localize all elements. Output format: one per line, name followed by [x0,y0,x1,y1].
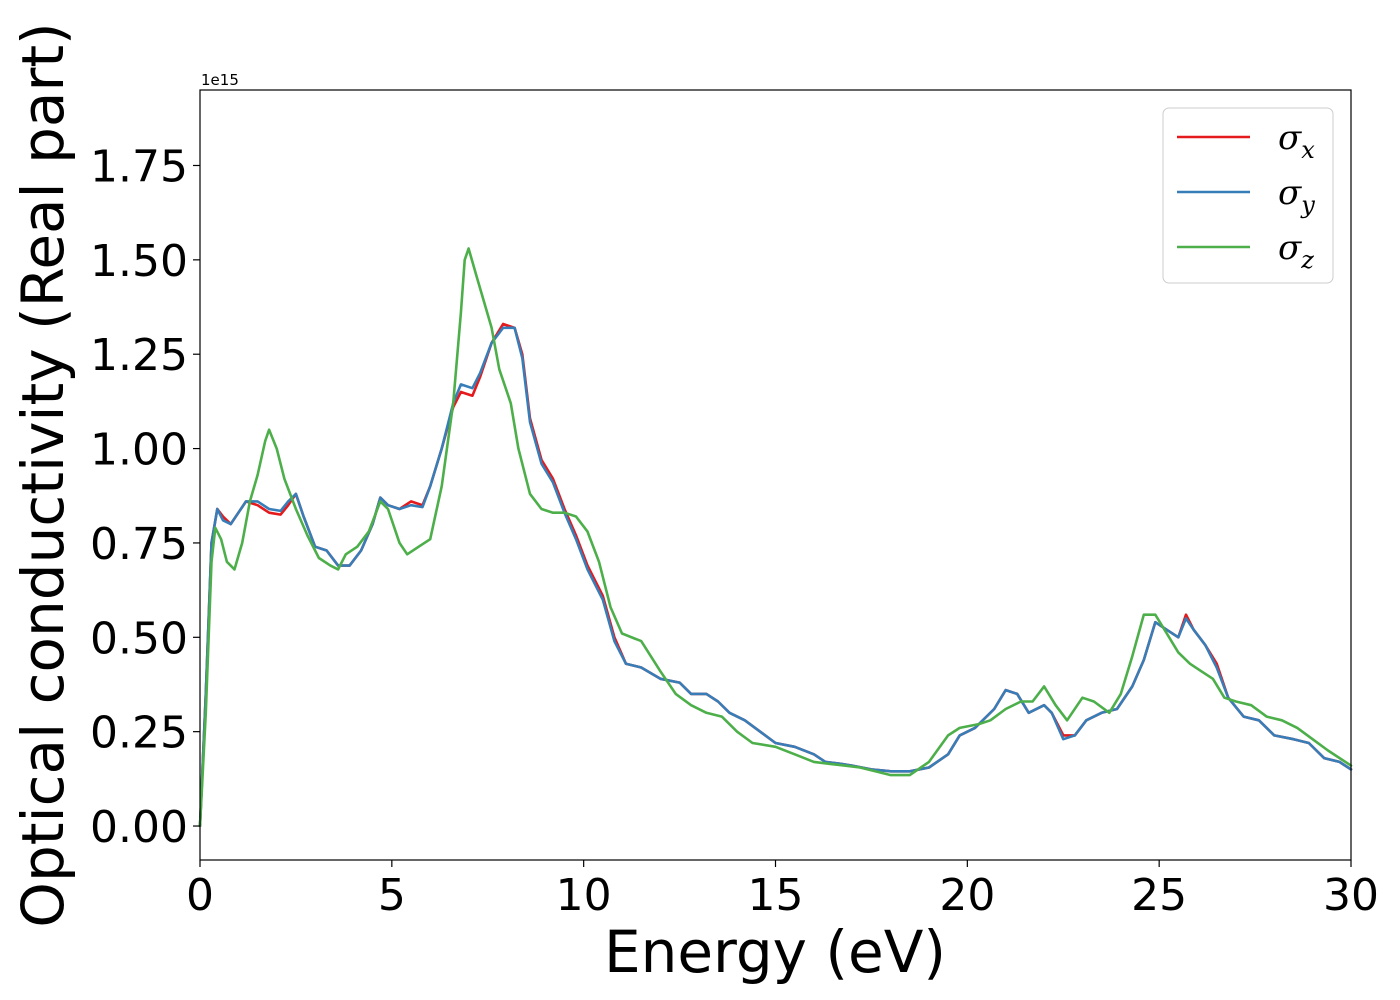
legend-label-y: σy [1278,173,1315,219]
series-layer [198,247,1353,828]
series-line-z [198,247,1353,828]
x-tick-label: 10 [556,870,612,921]
x-tick-label: 20 [939,870,995,921]
x-axis: 0 5 10 15 20 25 30 [186,860,1379,921]
x-tick-label: 30 [1323,870,1379,921]
x-tick-label: 0 [186,870,214,921]
x-tick-label: 25 [1131,870,1187,921]
plot-area [200,90,1351,860]
y-axis-title: Optical conductivity (Real part) [9,22,77,927]
y-tick-label: 0.00 [90,802,188,853]
x-tick-label: 15 [748,870,804,921]
y-tick-label: 1.75 [90,141,188,192]
x-tick-label: 5 [378,870,406,921]
y-tick-label: 1.25 [90,330,188,381]
y-tick-label: 0.50 [90,613,188,664]
y-tick-label: 1.50 [90,236,188,287]
legend-box [1162,107,1334,284]
y-offset-label: 1e15 [201,71,239,89]
series-line-y [198,326,1353,828]
x-axis-title: Energy (eV) [604,918,946,986]
y-tick-label: 1.00 [90,425,188,476]
y-axis: 0.00 0.25 0.50 0.75 1.00 1.25 1.50 1.75 [90,141,200,853]
y-tick-label: 0.25 [90,708,188,759]
y-tick-label: 0.75 [90,519,188,570]
